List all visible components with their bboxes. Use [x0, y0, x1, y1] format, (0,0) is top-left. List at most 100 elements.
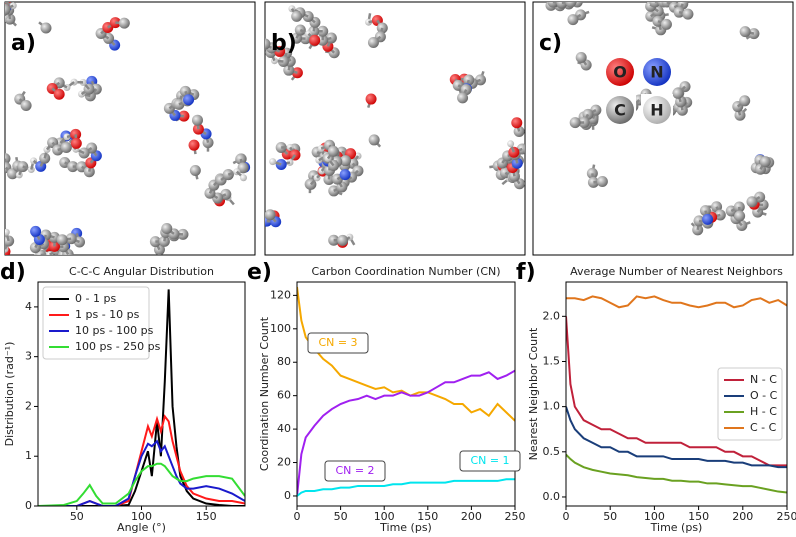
plot-frame: [37, 281, 246, 507]
atom: [40, 22, 52, 34]
atom: [569, 117, 581, 129]
y-tick-label: 0: [284, 489, 291, 502]
atom: [672, 87, 684, 99]
x-axis-label: Angle (°): [117, 521, 166, 534]
annotation-box: [459, 450, 521, 472]
atom: [191, 114, 203, 126]
series-line: [38, 462, 245, 506]
panel-label: e): [247, 260, 272, 285]
legend-atom: [606, 96, 634, 124]
y-tick-label: 1.0: [543, 400, 561, 413]
legend-label: 100 ps - 250 ps: [75, 340, 161, 353]
y-tick-label: 60: [277, 389, 291, 402]
annotation: CN = 1: [470, 454, 509, 467]
y-tick-label: 80: [277, 355, 291, 368]
annotation-box: [307, 332, 369, 354]
atom: [6, 168, 18, 180]
series-line: [38, 289, 245, 506]
y-axis-label: Distribution (rad⁻¹): [3, 342, 16, 447]
atom: [339, 169, 351, 181]
atom: [70, 137, 82, 149]
y-axis-label: Nearest Neighbor Count: [527, 327, 540, 460]
chart-title: Carbon Coordination Number (CN): [311, 265, 500, 278]
x-tick-label: 200: [732, 510, 753, 523]
legend-box: [42, 286, 150, 360]
series-line: [38, 414, 245, 506]
x-tick-label: 150: [688, 510, 709, 523]
x-tick-label: 100: [374, 510, 395, 523]
chart-title: Average Number of Nearest Neighbors: [570, 265, 783, 278]
molecule-panel: b): [264, 1, 526, 256]
legend-atom-label: O: [613, 63, 627, 82]
atom: [682, 8, 694, 20]
atom: [53, 88, 65, 100]
chart-title: C-C-C Angular Distribution: [69, 265, 214, 278]
chart: d) C-C-C Angular Distribution Angle (°) Dis…: [0, 260, 246, 534]
x-tick-label: 200: [461, 510, 482, 523]
panel-label: f): [516, 260, 536, 285]
atom: [161, 222, 173, 234]
legend-label: N - C: [750, 373, 777, 386]
bond: [37, 254, 40, 255]
y-tick-label: 0.0: [543, 490, 561, 503]
legend-label: 10 ps - 100 ps: [75, 324, 154, 337]
molecule-panel: a): [4, 1, 256, 256]
atom: [265, 209, 276, 221]
series-line: [566, 453, 787, 494]
atoms: [265, 5, 525, 248]
atom: [365, 93, 377, 105]
y-tick-label: 1.5: [543, 354, 561, 367]
legend-label: H - C: [750, 405, 777, 418]
annotation-box: [324, 460, 386, 482]
atom: [565, 2, 577, 8]
atom: [30, 225, 42, 237]
atom: [5, 4, 11, 16]
atom: [189, 165, 201, 177]
atom: [269, 158, 277, 166]
annotation: CN = 3: [318, 336, 357, 349]
legend-label: 1 ps - 10 ps: [75, 308, 140, 321]
x-axis-label: Time (ps): [379, 521, 432, 534]
panel-frame: [532, 1, 794, 256]
atoms: [5, 2, 251, 255]
panel-frame: [4, 1, 256, 256]
legend-atom: [643, 96, 671, 124]
legend-label: O - C: [750, 389, 778, 402]
plot-frame: [565, 281, 788, 507]
panel-label: d): [0, 260, 26, 285]
atom: [309, 34, 321, 46]
y-tick-label: 1: [25, 449, 32, 462]
atom: [188, 139, 200, 151]
atom: [60, 141, 72, 153]
x-tick-label: 250: [505, 510, 526, 523]
x-tick-label: 0: [294, 510, 301, 523]
atom: [660, 18, 672, 30]
y-tick-label: 2: [25, 399, 32, 412]
chart: f) Average Number of Nearest Neighbors Tim…: [516, 260, 796, 534]
atom: [239, 174, 247, 182]
y-tick-label: 0: [25, 499, 32, 512]
atom: [734, 210, 746, 222]
legend-atom-label: C: [614, 101, 626, 120]
atom: [746, 196, 758, 208]
atom: [291, 10, 303, 22]
legend-atom: [606, 58, 634, 86]
series-line: [297, 478, 515, 497]
atom: [327, 145, 339, 157]
atom: [237, 162, 249, 174]
x-tick-label: 50: [334, 510, 348, 523]
atom: [759, 156, 771, 168]
series-line: [38, 439, 245, 506]
y-tick-label: 100: [270, 322, 291, 335]
atom: [56, 234, 68, 246]
y-tick-label: 0.5: [543, 445, 561, 458]
atom: [183, 94, 195, 106]
chart: e) Carbon Coordination Number (CN) Time (p…: [247, 260, 526, 534]
atom: [457, 92, 469, 104]
bond: [5, 250, 6, 252]
atom: [702, 213, 714, 225]
atom-legend: O N C H: [604, 56, 673, 126]
atom: [575, 51, 587, 63]
atom: [567, 14, 579, 26]
series-line: [297, 369, 515, 497]
